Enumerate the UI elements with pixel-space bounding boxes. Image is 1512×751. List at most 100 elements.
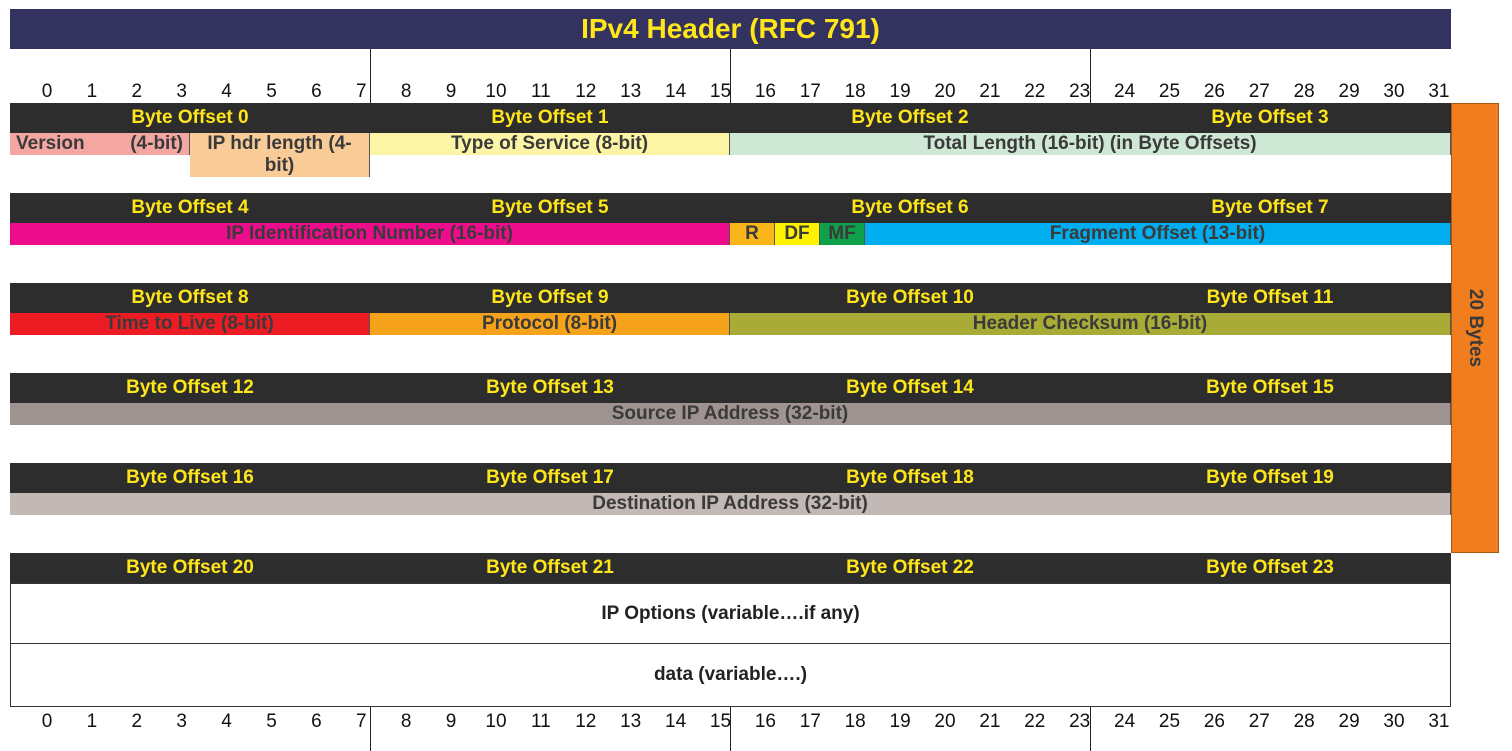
byte-offset-label: Byte Offset 10 [846,287,974,308]
bit-number: 8 [400,81,412,102]
bit-number: 25 [1158,81,1181,102]
destination-address-field: Destination IP Address (32-bit) [10,493,1451,515]
byte-separator [370,49,371,103]
bit-number: 8 [400,711,412,732]
bit-number: 26 [1203,81,1225,102]
bit-number: 7 [356,711,367,732]
bit-number: 30 [1383,81,1405,102]
bit-number: 22 [1024,711,1046,732]
flag-df-field: DF [775,223,820,245]
bit-number: 29 [1338,81,1360,102]
byte-separator [1090,707,1091,751]
header-size-label: 20 Bytes [1465,288,1486,368]
bit-number: 19 [889,711,911,732]
bit-number: 28 [1293,711,1315,732]
bit-number: 12 [575,711,597,732]
fragment-offset-field: Fragment Offset (13-bit) [865,223,1451,245]
byte-offset-row-1: Byte Offset 4 Byte Offset 5 Byte Offset … [10,193,1451,223]
bit-number: 21 [979,81,1001,102]
bit-number: 10 [485,81,507,102]
flag-mf-field: MF [820,223,865,245]
bit-number: 14 [665,81,687,102]
bit-number: 18 [844,711,866,732]
checksum-field: Header Checksum (16-bit) [730,313,1451,335]
bit-number: 15 [709,81,732,102]
bit-number: 11 [531,81,551,102]
bit-number: 12 [575,81,597,102]
bit-number: 30 [1383,711,1405,732]
byte-offset-label: Byte Offset 3 [1211,107,1329,128]
bit-number: 6 [311,81,322,102]
bit-number: 2 [131,711,143,732]
bit-number: 4 [221,81,232,102]
byte-offset-label: Byte Offset 22 [846,557,974,578]
bit-number: 25 [1158,711,1181,732]
bit-number: 24 [1114,711,1136,732]
bit-number: 9 [445,711,457,732]
version-bits-label: (4-bit) [130,133,183,154]
bit-number: 10 [485,711,507,732]
bit-number: 27 [1248,81,1270,102]
bit-number: 17 [799,81,821,102]
byte-offset-label: Byte Offset 5 [491,197,609,218]
bit-number: 15 [709,711,732,732]
bit-number: 20 [934,81,956,102]
byte-offset-label: Byte Offset 7 [1211,197,1329,218]
byte-offset-label: Byte Offset 1 [491,107,609,128]
bit-number: 3 [176,711,187,732]
byte-offset-label: Byte Offset 2 [851,107,969,128]
byte-offset-label: Byte Offset 6 [851,197,969,218]
byte-separator [730,707,731,751]
byte-separator [370,707,371,751]
data-field: data (variable….) [10,644,1451,707]
header-row-3: Time to Live (8-bit) Protocol (8-bit) He… [10,313,1451,373]
bit-number: 2 [131,81,143,102]
bit-number: 31 [1428,81,1450,102]
bit-number: 23 [1069,711,1091,732]
identification-field: IP Identification Number (16-bit) [10,223,730,245]
bit-number: 23 [1069,81,1091,102]
bit-number: 22 [1024,81,1046,102]
bit-number: 5 [266,711,277,732]
bit-number: 24 [1114,81,1136,102]
bit-number: 13 [620,81,642,102]
header-row-5: Destination IP Address (32-bit) [10,493,1451,553]
bit-number: 0 [41,81,53,102]
bit-number: 1 [86,81,98,102]
byte-offset-label: Byte Offset 23 [1206,557,1334,578]
byte-separator [730,49,731,103]
bit-number: 18 [844,81,866,102]
ihl-field: IP hdr length (4-bit) [190,133,370,177]
byte-offset-row-0: Byte Offset 0 Byte Offset 1 Byte Offset … [10,103,1451,133]
bit-number: 28 [1293,81,1315,102]
diagram-title: IPv4 Header (RFC 791) [10,9,1451,49]
ip-options-field: IP Options (variable….if any) [10,583,1451,644]
byte-offset-label: Byte Offset 9 [491,287,609,308]
byte-offset-label: Byte Offset 17 [486,467,614,488]
bit-number: 20 [934,711,956,732]
bit-number: 14 [665,711,687,732]
byte-offset-label: Byte Offset 14 [846,377,974,398]
byte-offset-label: Byte Offset 18 [846,467,974,488]
bit-number: 0 [41,711,53,732]
byte-offset-label: Byte Offset 15 [1206,377,1334,398]
header-size-bracket: 20 Bytes [1451,103,1499,553]
bit-number: 9 [445,81,457,102]
byte-offset-label: Byte Offset 13 [486,377,614,398]
ttl-field: Time to Live (8-bit) [10,313,370,335]
byte-offset-row-4: Byte Offset 16 Byte Offset 17 Byte Offse… [10,463,1451,493]
byte-offset-label: Byte Offset 0 [131,107,249,128]
byte-offset-label: Byte Offset 21 [486,557,614,578]
bit-number: 16 [754,711,776,732]
byte-offset-label: Byte Offset 16 [126,467,254,488]
bit-number: 26 [1203,711,1225,732]
flag-r-field: R [730,223,775,245]
header-row-2: IP Identification Number (16-bit) R DF M… [10,223,1451,283]
bit-number: 11 [531,711,551,732]
tos-field: Type of Service (8-bit) [370,133,730,155]
version-field: Version (4-bit) [10,133,190,155]
protocol-field: Protocol (8-bit) [370,313,730,335]
bit-number: 4 [221,711,232,732]
bit-number: 6 [311,711,322,732]
bit-number: 13 [620,711,642,732]
